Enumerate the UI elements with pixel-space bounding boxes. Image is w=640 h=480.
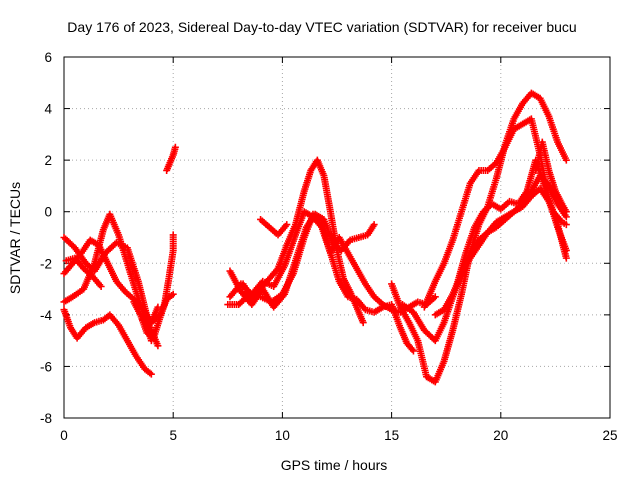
data-point (562, 254, 570, 262)
data-point (562, 208, 570, 216)
y-tick-label: 6 (44, 50, 52, 65)
data-point (359, 319, 367, 327)
data-point (562, 246, 570, 254)
data-point (171, 143, 179, 151)
axis-ticks: 0 5 10 15 20 25 -8 -6 -4 -2 0 2 4 6 (40, 50, 618, 443)
y-tick-label: 4 (44, 102, 52, 117)
y-tick-label: -4 (40, 308, 52, 323)
x-tick-label: 0 (60, 428, 68, 443)
data-point (169, 231, 177, 239)
y-tick-label: -2 (40, 256, 52, 271)
chart-title: Day 176 of 2023, Sidereal Day-to-day VTE… (67, 19, 576, 35)
y-tick-label: -6 (40, 359, 52, 374)
x-tick-label: 5 (169, 428, 177, 443)
data-points (60, 89, 570, 386)
x-tick-label: 10 (275, 428, 290, 443)
y-tick-label: -8 (40, 411, 52, 426)
y-tick-label: 2 (44, 153, 52, 168)
x-tick-label: 25 (602, 428, 617, 443)
x-tick-label: 20 (493, 428, 508, 443)
x-axis-label: GPS time / hours (281, 457, 388, 473)
x-tick-label: 15 (384, 428, 399, 443)
y-tick-label: 0 (44, 205, 52, 220)
data-point (409, 347, 417, 355)
data-point (431, 293, 439, 301)
data-point (154, 342, 162, 350)
y-axis-label: SDTVAR / TECUs (7, 182, 23, 294)
data-point (147, 370, 155, 378)
data-point (562, 221, 570, 229)
data-point (370, 221, 378, 229)
data-point (562, 156, 570, 164)
data-point (97, 282, 105, 290)
data-point (283, 221, 291, 229)
data-point (169, 290, 177, 298)
